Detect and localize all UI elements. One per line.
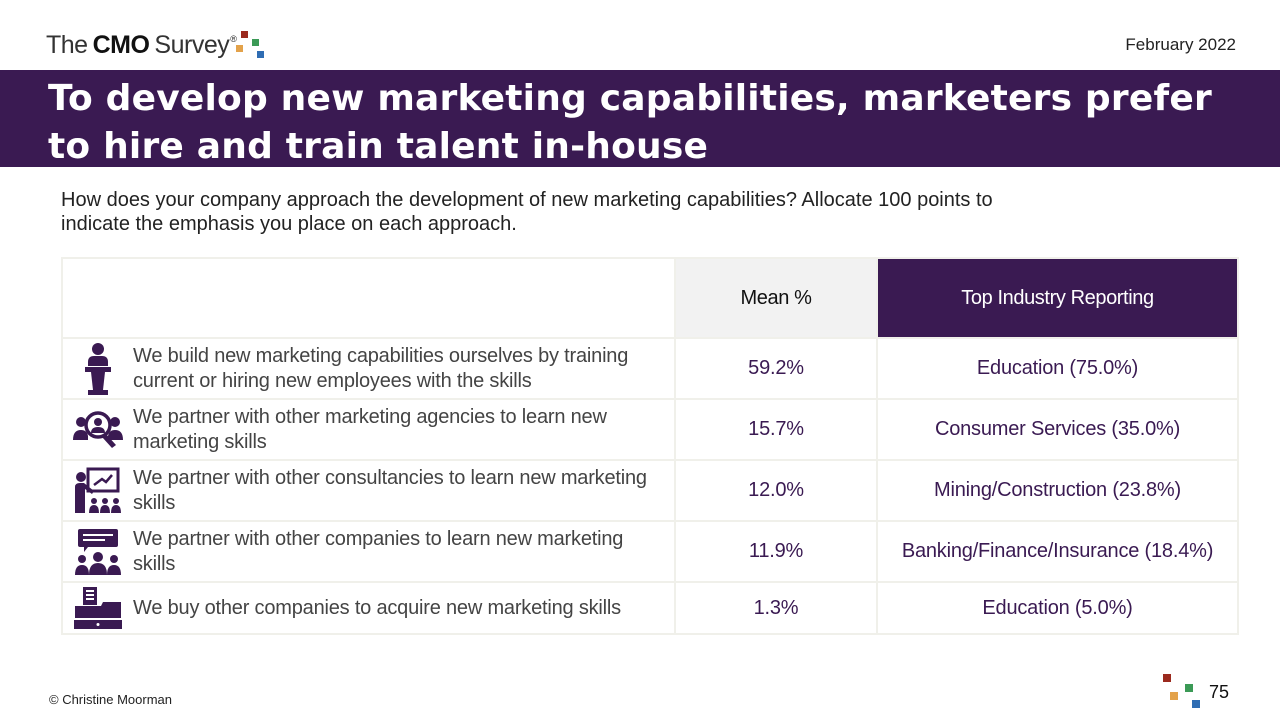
top-industry: Education (5.0%) [876,581,1239,635]
approach-cell: We buy other companies to acquire new ma… [61,581,676,635]
approach-text: We partner with other marketing agencies… [133,405,607,453]
table-row: We partner with other companies to learn… [61,520,1239,583]
table-row: We build new marketing capabilities ours… [61,337,1239,400]
logo-registered-mark: ® [230,34,237,44]
logo-cmo: CMO [92,31,150,59]
logo-the: The [46,31,88,59]
cash-register-icon [63,586,133,630]
cmo-survey-logo: The CMO Survey ® [46,26,269,60]
mean-value: 59.2% [674,337,878,400]
industry-header: Top Industry Reporting [876,257,1239,339]
page-number: 75 [1209,682,1230,702]
top-industry: Education (75.0%) [876,337,1239,400]
title-banner: To develop new marketing capabilities, m… [0,70,1280,167]
group-discussion-icon [63,528,133,576]
approach-cell: We partner with other marketing agencies… [61,398,676,461]
approach-text: We buy other companies to acquire new ma… [133,596,621,619]
top-industry: Banking/Finance/Insurance (18.4%) [876,520,1239,583]
speaker-podium-icon [63,342,133,396]
logo-survey: Survey [154,31,230,59]
copyright-notice: © Christine Moorman [49,692,173,707]
table-row: We partner with other consultancies to l… [61,459,1239,522]
mean-header: Mean % [674,257,878,339]
presentation-training-icon [63,467,133,515]
table-header-row: Mean % Top Industry Reporting [61,257,1239,339]
approach-cell: We build new marketing capabilities ours… [61,337,676,400]
table-row: We buy other companies to acquire new ma… [61,581,1239,635]
mean-value: 11.9% [674,520,878,583]
approach-text: We build new marketing capabilities ours… [133,344,629,392]
approach-table: Mean % Top Industry Reporting [61,257,1239,635]
top-industry: Consumer Services (35.0%) [876,398,1239,461]
logo-dots-icon [235,30,269,60]
mean-value: 15.7% [674,398,878,461]
survey-question: How does your company approach the devel… [61,189,993,235]
approach-cell: We partner with other consultancies to l… [61,459,676,522]
approach-header [61,257,676,339]
approach-cell: We partner with other companies to learn… [61,520,676,583]
top-industry: Mining/Construction (23.8%) [876,459,1239,522]
table-row: We partner with other marketing agencies… [61,398,1239,461]
mean-value: 1.3% [674,581,878,635]
footer-logo-dots-icon [1160,672,1204,712]
slide-title: To develop new marketing capabilities, m… [48,78,1212,167]
approach-text: We partner with other consultancies to l… [133,466,647,514]
mean-value: 12.0% [674,459,878,522]
agency-search-people-icon [63,410,133,450]
approach-text: We partner with other companies to learn… [133,527,624,575]
report-date: February 2022 [1125,35,1236,54]
